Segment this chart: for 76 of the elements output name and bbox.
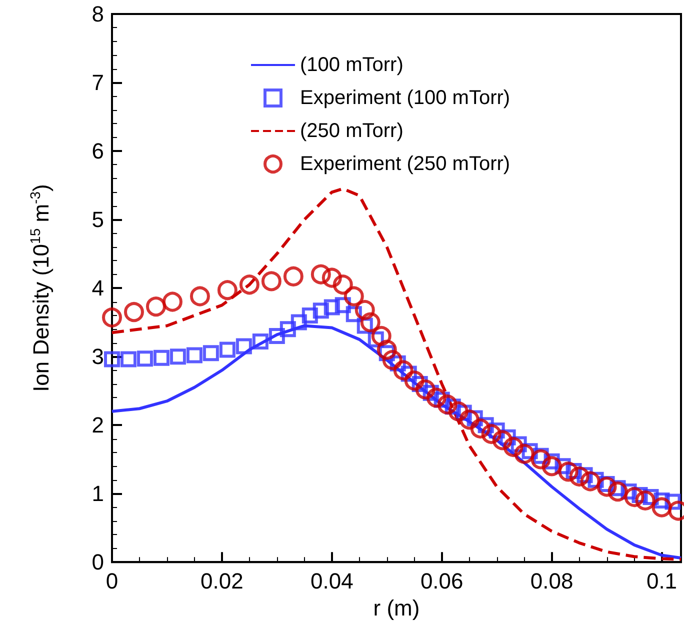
point (481, 424, 502, 444)
point (239, 274, 260, 295)
point (124, 302, 144, 322)
y-tick-label: 8 (92, 2, 104, 26)
point (596, 476, 617, 497)
point (580, 471, 600, 492)
point (268, 328, 285, 344)
point (426, 388, 446, 408)
x-axis-title: r (m) (373, 596, 420, 620)
point (371, 326, 392, 346)
point (635, 490, 656, 510)
y-axis-title: Ion Density (1015 m-3) (27, 184, 54, 392)
y-tick-label: 2 (92, 412, 104, 438)
point (503, 437, 524, 457)
point (236, 338, 252, 354)
point (310, 264, 331, 284)
point (162, 292, 182, 312)
point (624, 487, 644, 508)
point (283, 266, 304, 286)
point (170, 348, 186, 365)
y-tick-label: 4 (92, 276, 104, 301)
point (376, 340, 397, 360)
point (492, 430, 512, 450)
point (102, 308, 122, 328)
point (146, 296, 166, 317)
point (459, 410, 480, 430)
point (404, 370, 424, 391)
point (470, 418, 490, 438)
point (354, 300, 375, 320)
legend-label: (250 mTorr) (300, 120, 404, 142)
point (190, 286, 210, 306)
point (219, 342, 236, 358)
point (415, 379, 436, 400)
point (120, 351, 136, 368)
point (344, 286, 364, 306)
x-tick-label: 0.06 (420, 568, 464, 594)
point (280, 321, 296, 338)
point (104, 351, 120, 368)
x-tick-label: 0.04 (310, 568, 354, 594)
point (652, 497, 672, 518)
point (360, 312, 380, 332)
point (302, 307, 318, 324)
y-tick-label: 5 (92, 207, 104, 232)
point (324, 299, 340, 316)
point (261, 271, 282, 292)
point (312, 302, 329, 319)
legend-label: (100 mTorr) (300, 54, 404, 76)
y-tick-label: 1 (92, 481, 104, 506)
legend-label: Experiment (100 mTorr) (300, 87, 510, 109)
y-tick-label: 0 (92, 550, 104, 575)
point (558, 462, 578, 482)
point (332, 274, 353, 295)
y-tick-label: 3 (92, 344, 104, 370)
point (322, 268, 342, 288)
point (290, 314, 307, 330)
legend-label: Experiment (250 mTorr) (300, 153, 510, 175)
point (202, 345, 219, 362)
point (393, 360, 414, 380)
x-tick-label: 0.08 (530, 568, 574, 594)
point (252, 333, 268, 350)
x-tick-label: 0.1 (646, 568, 678, 594)
point (569, 466, 590, 486)
point (437, 394, 458, 415)
point (153, 350, 170, 366)
point (514, 444, 534, 464)
y-tick-label: 7 (92, 70, 104, 96)
x-tick-label: 0.02 (200, 568, 244, 594)
point (542, 456, 562, 476)
point (217, 280, 238, 300)
point (186, 347, 202, 364)
point (136, 350, 153, 367)
point (530, 449, 551, 470)
point (448, 401, 468, 422)
point (382, 350, 402, 370)
y-tick-label: 6 (92, 138, 104, 164)
point (608, 482, 628, 502)
